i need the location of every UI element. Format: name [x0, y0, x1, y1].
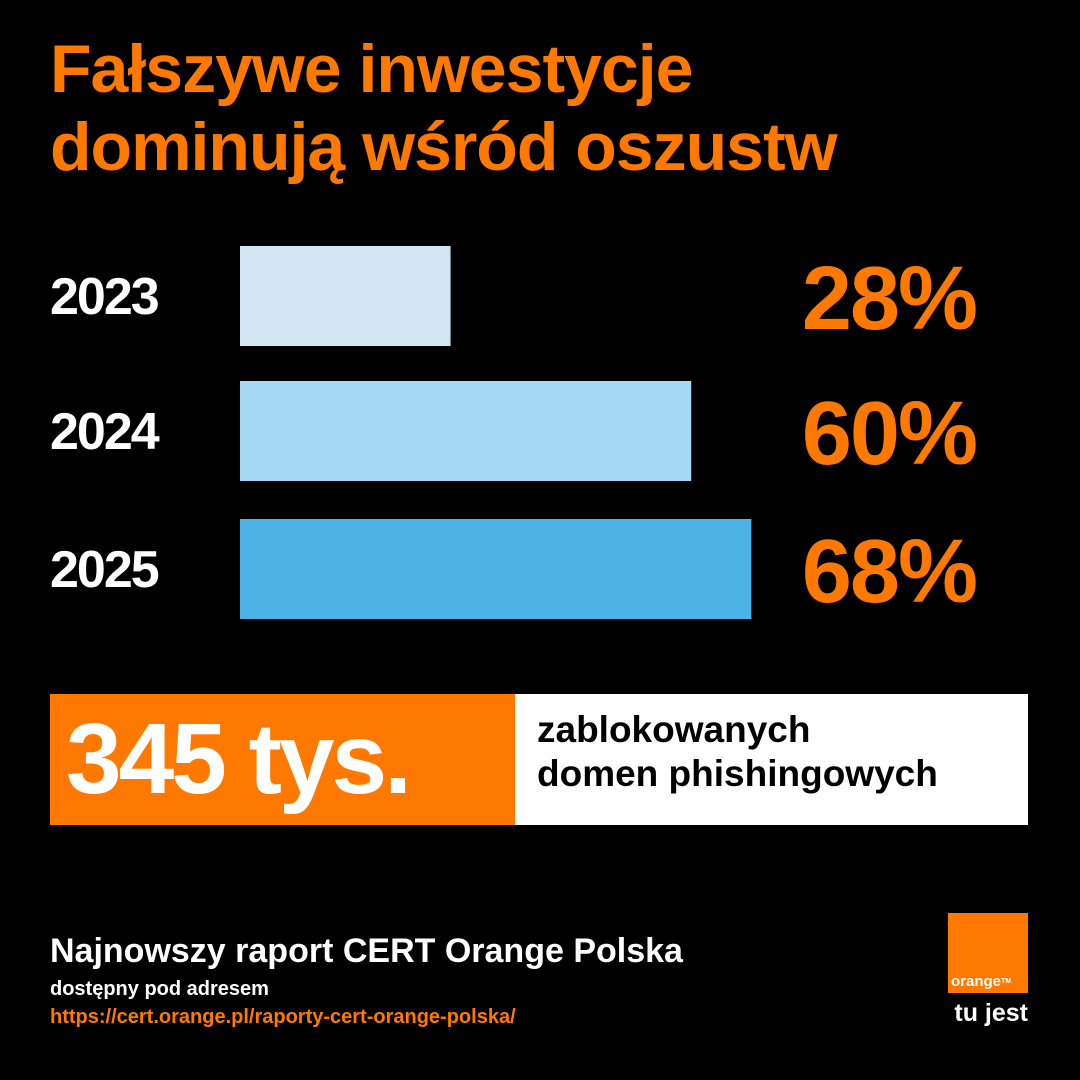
bar-chart: 2023 28% 2024 60% 2025 68%	[50, 246, 978, 622]
stat-desc-line-2: domen phishingowych	[537, 753, 938, 794]
footer-heading: Najnowszy raport CERT Orange Polska	[50, 932, 683, 970]
year-label-2025: 2025	[50, 541, 159, 599]
bar-2023	[240, 246, 451, 346]
orange-logo: orangeTM	[948, 913, 1028, 993]
value-label-2025: 68%	[802, 522, 976, 622]
stat-desc-line-1: zablokowanych	[537, 709, 811, 750]
report-link[interactable]: https://cert.orange.pl/raporty-cert-oran…	[50, 1006, 516, 1028]
bar-2025	[240, 519, 752, 619]
footer-subtext: dostępny pod adresem	[50, 978, 269, 1000]
blocked-domains-count: 345 tys.	[50, 694, 515, 825]
logo-word-text: orange	[951, 973, 1002, 990]
page-title: Fałszywe inwestycje dominują wśród oszus…	[50, 30, 1050, 186]
blocked-domains-description: zablokowanych domen phishingowych	[515, 694, 1028, 825]
title-line-1: Fałszywe inwestycje	[50, 31, 693, 107]
value-label-2023: 28%	[802, 249, 976, 349]
stat-box: 345 tys. zablokowanych domen phishingowy…	[50, 694, 1028, 825]
logo-wordmark: orangeTM	[951, 974, 1011, 990]
year-label-2024: 2024	[50, 403, 160, 461]
bar-2024	[240, 381, 692, 481]
title-line-2: dominują wśród oszustw	[50, 109, 838, 185]
logo-trademark: TM	[1001, 978, 1012, 985]
value-label-2024: 60%	[802, 384, 976, 484]
logo-slogan: tu jest	[954, 999, 1028, 1027]
year-label-2023: 2023	[50, 268, 159, 326]
